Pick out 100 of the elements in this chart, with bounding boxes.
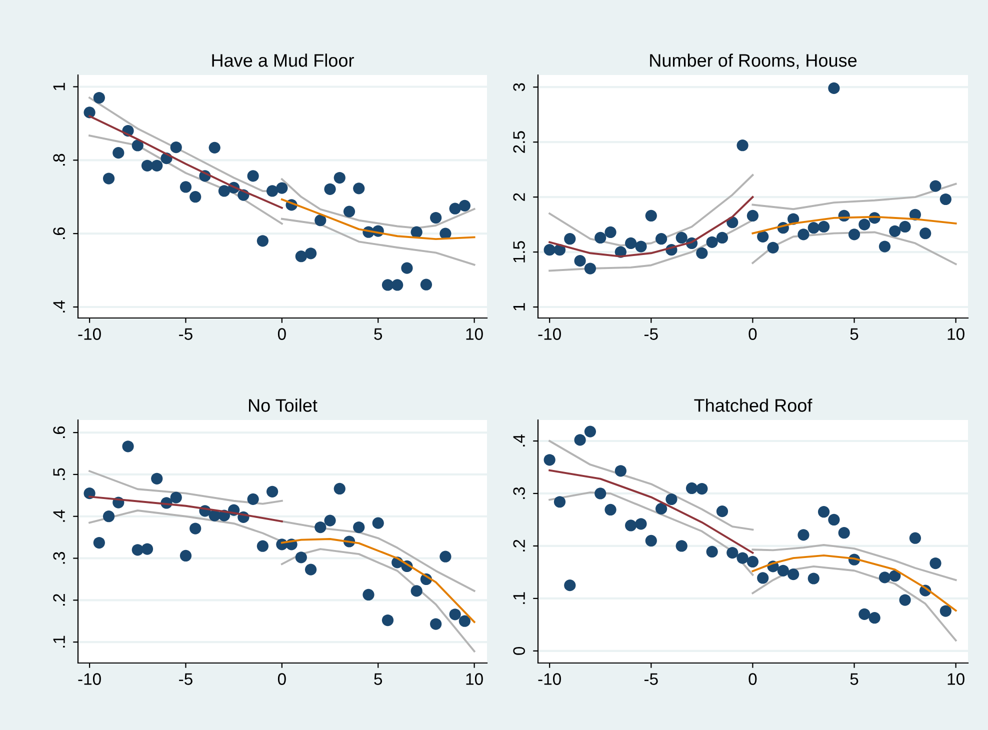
point bbox=[716, 232, 728, 244]
point bbox=[716, 506, 728, 518]
line-series bbox=[548, 196, 754, 258]
point bbox=[736, 552, 748, 564]
point bbox=[401, 262, 413, 274]
line-series bbox=[548, 440, 754, 531]
point bbox=[190, 191, 202, 203]
x-tick-label: -5 bbox=[179, 673, 192, 685]
point bbox=[798, 529, 810, 541]
point bbox=[353, 182, 365, 194]
point bbox=[372, 517, 384, 529]
x-tick-label: -10 bbox=[538, 673, 561, 685]
point bbox=[635, 518, 647, 530]
y-tick-label: 3 bbox=[513, 83, 525, 92]
point bbox=[889, 570, 901, 582]
point bbox=[180, 181, 192, 193]
point bbox=[746, 210, 759, 222]
point bbox=[788, 568, 800, 580]
point bbox=[353, 521, 365, 534]
point bbox=[645, 210, 657, 222]
point bbox=[266, 185, 278, 197]
line-series bbox=[88, 134, 283, 225]
point bbox=[818, 220, 830, 233]
y-tick-label: 0 bbox=[513, 646, 525, 655]
point bbox=[208, 142, 220, 154]
point bbox=[930, 557, 942, 570]
point bbox=[940, 193, 952, 206]
point bbox=[190, 522, 202, 534]
point bbox=[266, 486, 278, 498]
point bbox=[410, 585, 422, 597]
point bbox=[449, 608, 461, 620]
point bbox=[382, 614, 394, 626]
x-tick-label: 5 bbox=[374, 328, 382, 340]
point bbox=[858, 608, 870, 620]
point bbox=[170, 492, 182, 504]
point bbox=[828, 82, 840, 94]
y-tick-label: .2 bbox=[53, 594, 65, 606]
y-tick-label: .3 bbox=[513, 487, 525, 499]
point bbox=[574, 434, 586, 446]
point bbox=[458, 615, 470, 627]
x-tick-label: 5 bbox=[850, 673, 858, 685]
point bbox=[141, 160, 154, 172]
chart-title: No Toilet bbox=[249, 398, 318, 412]
point bbox=[440, 550, 452, 562]
point bbox=[676, 540, 688, 552]
point bbox=[655, 502, 668, 515]
y-tick-label: .4 bbox=[53, 510, 65, 522]
point bbox=[828, 514, 840, 526]
point bbox=[726, 546, 738, 559]
line-series bbox=[548, 491, 754, 576]
x-tick-label: -10 bbox=[538, 328, 561, 340]
x-tick-label: -5 bbox=[644, 328, 658, 340]
point bbox=[604, 226, 616, 238]
x-tick-label: 0 bbox=[748, 673, 757, 685]
y-tick-label: .2 bbox=[513, 540, 525, 552]
point bbox=[940, 605, 952, 617]
point bbox=[889, 225, 901, 237]
point bbox=[635, 240, 647, 252]
point bbox=[564, 233, 576, 245]
point bbox=[594, 488, 606, 500]
x-tick-label: 0 bbox=[278, 328, 286, 340]
point bbox=[256, 235, 268, 247]
point bbox=[247, 170, 259, 182]
point bbox=[84, 106, 96, 118]
point bbox=[858, 218, 870, 230]
chart-title: Number of Rooms, House bbox=[650, 54, 857, 69]
point bbox=[878, 240, 891, 252]
point bbox=[295, 552, 307, 564]
point bbox=[838, 527, 850, 539]
x-tick-label: -5 bbox=[644, 673, 658, 685]
point bbox=[180, 550, 192, 562]
point bbox=[848, 228, 860, 240]
line-series bbox=[752, 565, 957, 642]
x-tick-label: 0 bbox=[748, 328, 757, 340]
point bbox=[808, 572, 820, 584]
point bbox=[666, 493, 678, 506]
point bbox=[449, 202, 461, 214]
point bbox=[382, 279, 394, 291]
line-series bbox=[548, 469, 754, 554]
x-tick-label: 10 bbox=[948, 673, 964, 685]
x-tick-label: -10 bbox=[78, 673, 101, 685]
point bbox=[112, 147, 124, 159]
point bbox=[818, 506, 830, 518]
point bbox=[686, 482, 698, 494]
x-tick-label: 5 bbox=[850, 328, 858, 340]
line-series bbox=[752, 182, 957, 210]
point bbox=[362, 588, 374, 601]
line-series bbox=[752, 544, 957, 582]
point bbox=[151, 160, 163, 172]
point bbox=[93, 536, 105, 549]
y-tick-label: 2.5 bbox=[513, 131, 525, 153]
point bbox=[122, 440, 134, 452]
point bbox=[868, 612, 880, 624]
point bbox=[706, 546, 718, 558]
point bbox=[151, 472, 163, 484]
chart-title: Thatched Roof bbox=[694, 398, 812, 412]
point bbox=[218, 185, 230, 197]
point bbox=[410, 226, 422, 238]
x-tick-label: 0 bbox=[278, 673, 286, 685]
point bbox=[920, 228, 932, 240]
